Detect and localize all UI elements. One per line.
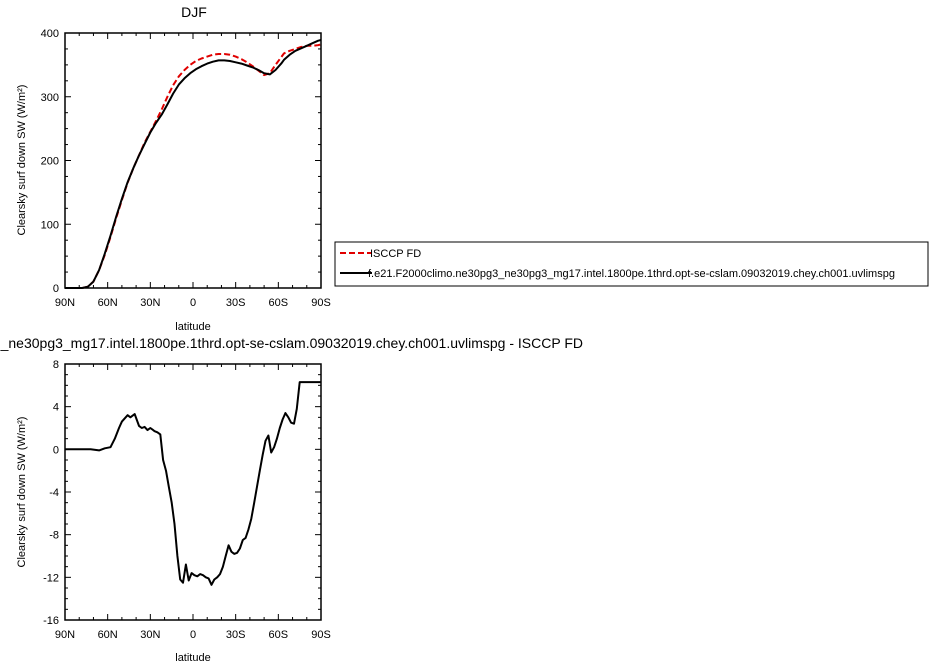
top-x-tick-label: 0	[190, 297, 196, 309]
bottom-y-tick-label: -8	[49, 530, 59, 542]
top-y-tick-label: 0	[53, 283, 59, 295]
top-x-tick-label: 30N	[140, 297, 160, 309]
bottom-y-tick-label: 0	[53, 444, 59, 456]
top-y-axis-label: Clearsky surf down SW (W/m²)	[16, 85, 28, 236]
top-y-tick-label: 100	[41, 219, 59, 231]
top-ticks: 90N 60N 30N 0 30S 60S 90S 0 100 200 300 400	[41, 28, 331, 309]
top-x-tick-label: 60S	[269, 297, 289, 309]
panel-top-chart: DJF 90N 60N 30N 0 30S 60S 90S 0 100 200 300 400 lat…	[16, 4, 331, 333]
bottom-y-tick-label: -12	[43, 572, 59, 584]
bottom-x-tick-label: 90N	[55, 629, 75, 641]
bottom-x-tick-label: 30S	[226, 629, 246, 641]
bottom-series-lines	[65, 381, 321, 586]
bottom-x-tick-label: 60N	[98, 629, 118, 641]
legend: ISCCP FD f.e21.F2000climo.ne30pg3_ne30pg…	[334, 241, 929, 287]
bottom-y-tick-label: -16	[43, 615, 59, 627]
top-series-line-1	[65, 39, 322, 289]
top-y-tick-label: 200	[41, 156, 59, 168]
top-x-axis-label: latitude	[175, 321, 210, 333]
bottom-y-tick-label: 8	[53, 359, 59, 371]
top-series-lines	[65, 39, 322, 289]
bottom-x-tick-label: 0	[190, 629, 196, 641]
top-x-tick-label: 90N	[55, 297, 75, 309]
top-x-tick-label: 90S	[311, 297, 331, 309]
legend-label-model: f.e21.F2000climo.ne30pg3_ne30pg3_mg17.in…	[368, 268, 895, 280]
bottom-x-tick-label: 90S	[311, 629, 331, 641]
bottom-plot-frame	[64, 363, 322, 621]
bottom-series-line-0	[65, 381, 321, 586]
bottom-y-tick-label: 4	[53, 402, 59, 414]
top-x-tick-label: 60N	[98, 297, 118, 309]
bottom-ticks: 90N 60N 30N 0 30S 60S 90S -16 -12 -8 -4 0 4 8	[43, 359, 331, 641]
top-plot-frame	[64, 32, 322, 289]
legend-label-isccp: ISCCP FD	[370, 248, 421, 260]
bottom-y-tick-label: -4	[49, 487, 59, 499]
top-x-tick-label: 30S	[226, 297, 246, 309]
top-series-line-0	[65, 43, 322, 289]
top-y-tick-label: 400	[41, 28, 59, 40]
bottom-x-axis-label: latitude	[175, 652, 210, 664]
top-y-tick-label: 300	[41, 92, 59, 104]
bottom-x-tick-label: 60S	[269, 629, 289, 641]
bottom-chart-title: f.e21.F2000climo.ne30pg3_ne30pg3_mg17.in…	[0, 335, 583, 351]
top-chart-title: DJF	[181, 4, 207, 20]
bottom-x-tick-label: 30N	[140, 629, 160, 641]
bottom-y-axis-label: Clearsky surf down SW (W/m²)	[16, 417, 28, 568]
legend-box	[334, 241, 929, 287]
panel-bottom-chart: f.e21.F2000climo.ne30pg3_ne30pg3_mg17.in…	[0, 335, 583, 664]
